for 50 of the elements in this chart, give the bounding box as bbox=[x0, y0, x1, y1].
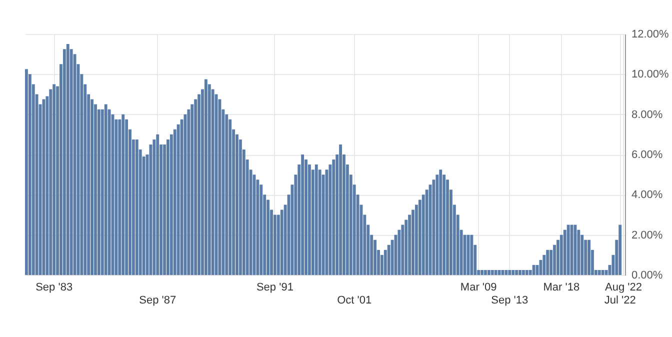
bar bbox=[135, 139, 138, 275]
x-tick-label: Oct '01 bbox=[337, 294, 372, 306]
bar bbox=[301, 154, 304, 275]
bar bbox=[518, 270, 522, 275]
bar bbox=[574, 224, 577, 275]
bar bbox=[66, 44, 70, 275]
bar bbox=[52, 84, 56, 275]
bar bbox=[508, 270, 512, 275]
bar bbox=[498, 270, 501, 275]
x-tick-label: Mar '09 bbox=[460, 282, 497, 294]
x-tick-label: Aug '22 bbox=[605, 282, 642, 294]
y-tick-label: 2.00% bbox=[632, 229, 663, 242]
y-tick-label: 6.00% bbox=[632, 149, 663, 161]
bar bbox=[104, 104, 108, 275]
y-tick-label: 10.00% bbox=[632, 68, 670, 81]
bar bbox=[480, 270, 484, 275]
y-tick-label: 8.00% bbox=[632, 108, 663, 121]
bar bbox=[618, 224, 622, 275]
bar bbox=[566, 224, 570, 275]
bar bbox=[156, 134, 160, 275]
bar bbox=[525, 270, 528, 275]
bar bbox=[515, 270, 518, 275]
bar bbox=[601, 270, 604, 275]
x-tick-label: Jul '22 bbox=[604, 294, 636, 306]
bar bbox=[204, 79, 208, 275]
y-tick-label: 0.00% bbox=[632, 270, 663, 282]
bar bbox=[25, 69, 28, 275]
bar bbox=[598, 270, 601, 275]
bar bbox=[122, 114, 125, 275]
x-tick-label: Sep '87 bbox=[139, 294, 176, 306]
y-tick-label: 12.00% bbox=[632, 28, 670, 40]
bar bbox=[490, 270, 494, 275]
bar bbox=[522, 270, 525, 275]
bar bbox=[546, 250, 550, 275]
bar bbox=[339, 144, 342, 275]
bar bbox=[439, 170, 442, 275]
bar bbox=[484, 270, 487, 275]
bar bbox=[588, 240, 590, 275]
bar bbox=[487, 270, 490, 275]
bar bbox=[512, 270, 515, 275]
y-tick-label: 4.00% bbox=[632, 189, 663, 202]
x-tick-label: Sep '13 bbox=[491, 294, 528, 306]
x-tick-label: Mar '18 bbox=[543, 282, 580, 294]
bar bbox=[494, 270, 498, 275]
bar bbox=[532, 264, 536, 275]
bar bbox=[314, 164, 318, 275]
x-tick-label: Sep '91 bbox=[256, 282, 294, 294]
bar bbox=[504, 270, 508, 275]
bar bbox=[470, 234, 474, 275]
x-tick-label: Sep '83 bbox=[36, 282, 73, 294]
